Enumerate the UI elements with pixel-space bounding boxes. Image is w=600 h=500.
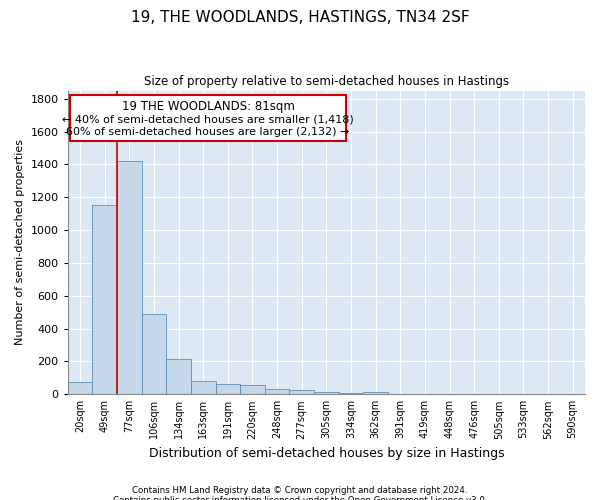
Bar [70, 96, 346, 142]
Bar [314, 392, 338, 394]
Bar [215, 384, 240, 394]
Bar [191, 381, 215, 394]
Bar [166, 359, 191, 394]
Y-axis label: Number of semi-detached properties: Number of semi-detached properties [15, 140, 25, 346]
Text: ← 40% of semi-detached houses are smaller (1,418): ← 40% of semi-detached houses are smalle… [62, 114, 354, 124]
Bar [92, 206, 117, 394]
Bar [240, 386, 265, 394]
Text: 60% of semi-detached houses are larger (2,132) →: 60% of semi-detached houses are larger (… [67, 126, 350, 136]
Text: Contains public sector information licensed under the Open Government Licence v3: Contains public sector information licen… [113, 496, 487, 500]
Bar [364, 392, 388, 394]
Bar [117, 161, 142, 394]
Bar [68, 382, 92, 394]
Text: 19 THE WOODLANDS: 81sqm: 19 THE WOODLANDS: 81sqm [122, 100, 295, 114]
Bar [265, 388, 289, 394]
Bar [289, 390, 314, 394]
Text: 19, THE WOODLANDS, HASTINGS, TN34 2SF: 19, THE WOODLANDS, HASTINGS, TN34 2SF [131, 10, 469, 25]
Title: Size of property relative to semi-detached houses in Hastings: Size of property relative to semi-detach… [144, 75, 509, 88]
Bar [338, 392, 364, 394]
X-axis label: Distribution of semi-detached houses by size in Hastings: Distribution of semi-detached houses by … [149, 447, 504, 460]
Bar [142, 314, 166, 394]
Text: Contains HM Land Registry data © Crown copyright and database right 2024.: Contains HM Land Registry data © Crown c… [132, 486, 468, 495]
